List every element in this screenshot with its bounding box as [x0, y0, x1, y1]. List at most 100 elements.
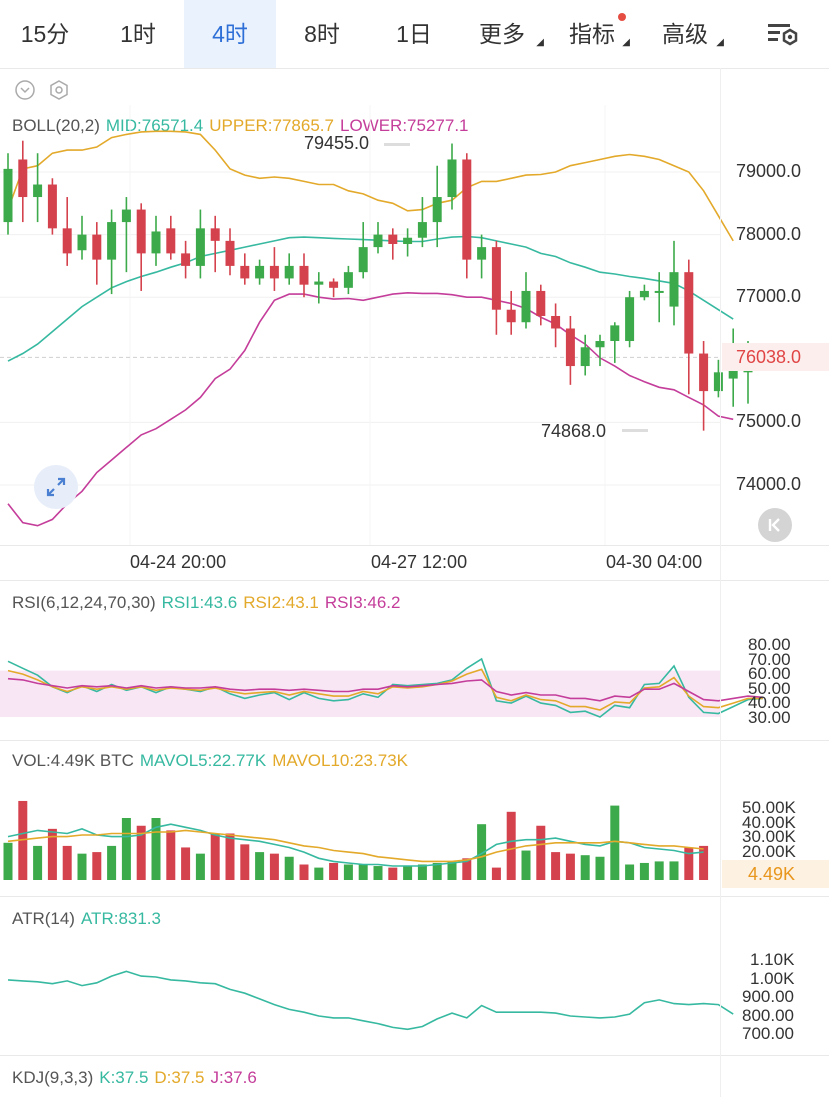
volume-bar: [684, 847, 694, 880]
divider: [0, 1055, 829, 1056]
volume-bar: [181, 847, 191, 880]
rsi-axis-label: 40.00: [748, 693, 791, 712]
rsi-axis-label: 50.00: [748, 679, 791, 698]
candle-body: [580, 347, 590, 367]
candle-body: [403, 237, 413, 244]
tab-more[interactable]: 更多 ◢: [462, 0, 544, 68]
dropdown-triangle-icon: ◢: [716, 37, 724, 48]
chart-settings-icon[interactable]: [764, 18, 800, 50]
vol-legend: VOL:4.49K BTC MAVOL5:22.77K MAVOL10:23.73K: [12, 751, 414, 771]
volume-bar: [62, 845, 72, 880]
collapse-icon[interactable]: [14, 79, 36, 101]
high-price-marker: [384, 143, 410, 146]
candle-body: [625, 297, 635, 342]
volume-bar: [284, 856, 294, 880]
vol-axis-label: 20.00K: [742, 842, 796, 861]
tab-8h[interactable]: 8时: [304, 21, 340, 47]
candle-body: [107, 222, 117, 260]
volume-bar: [269, 853, 279, 880]
candle-body: [462, 159, 472, 260]
candle-body: [639, 290, 649, 298]
rsi-legend: RSI(6,12,24,70,30) RSI1:43.6 RSI2:43.1 RSI3…: [12, 593, 406, 613]
volume-bar: [551, 852, 561, 880]
volume-bar: [195, 853, 205, 880]
tab-1h[interactable]: 1时: [120, 21, 156, 47]
candle-body: [181, 253, 191, 266]
candle-body: [47, 184, 57, 229]
rsi2-line: [7, 668, 763, 711]
volume-bar: [403, 866, 413, 880]
volume-bar: [358, 864, 368, 880]
candle-body: [3, 168, 13, 223]
time-axis-label: 04-27 12:00: [371, 552, 468, 572]
atr-value: ATR:831.3: [80, 909, 161, 928]
volume-bar: [240, 844, 250, 880]
mavol10-value: MAVOL10:23.73K: [272, 751, 408, 770]
divider: [0, 580, 829, 581]
candlestick-chart[interactable]: [0, 105, 829, 545]
candle-body: [136, 209, 146, 254]
candle-body: [255, 265, 265, 279]
candle-body: [565, 328, 575, 367]
rsi-axis-label: 80.00: [748, 635, 791, 654]
mavol5-line: [7, 823, 704, 867]
jump-to-latest-icon[interactable]: [758, 508, 792, 542]
candle-body: [684, 272, 694, 354]
candle-body: [491, 247, 501, 310]
low-price-marker: [622, 429, 648, 432]
candle-body: [432, 197, 442, 223]
notification-dot: [618, 13, 626, 21]
tab-15m[interactable]: 15分: [20, 21, 70, 47]
volume-bar: [77, 853, 87, 880]
dropdown-triangle-icon: ◢: [536, 37, 544, 48]
rsi-label: RSI(6,12,24,70,30): [12, 593, 156, 612]
volume-bar: [373, 866, 383, 880]
candle-body: [506, 309, 516, 323]
volume-bar: [699, 845, 709, 880]
volume-bar: [166, 830, 176, 880]
rsi1-value: RSI1:43.6: [161, 593, 238, 612]
volume-bar: [565, 853, 575, 880]
volume-bar: [477, 824, 487, 880]
candle-body: [654, 290, 664, 293]
tab-1d[interactable]: 1日: [396, 21, 432, 47]
volume-bar: [151, 818, 161, 880]
expand-icon[interactable]: [34, 465, 78, 509]
rsi3-line: [7, 677, 763, 702]
volume-bar: [639, 862, 649, 880]
kdj-label: KDJ(9,3,3): [12, 1068, 94, 1087]
volume-bar: [521, 850, 531, 880]
tab-advanced[interactable]: 高级 ◢: [648, 0, 724, 68]
candle-body: [343, 272, 353, 288]
candle-body: [240, 265, 250, 279]
volume-bar: [3, 842, 13, 880]
candle-body: [699, 353, 709, 392]
low-price-label: 74868.0: [541, 421, 607, 441]
atr-axis-label: 1.00K: [750, 969, 795, 988]
candle-body: [595, 341, 605, 348]
candle-body: [121, 209, 131, 223]
rsi3-value: RSI3:46.2: [324, 593, 401, 612]
tab-indicators[interactable]: 指标 ◢: [556, 0, 630, 68]
time-axis-label: 04-24 20:00: [130, 552, 227, 572]
boll-lower: LOWER:75277.1: [339, 116, 469, 135]
candle-body: [299, 265, 309, 285]
settings-hex-icon[interactable]: [48, 79, 70, 101]
candle-body: [669, 272, 679, 307]
atr-axis-label: 800.00: [742, 1006, 794, 1025]
volume-bar: [491, 867, 501, 880]
tab-4h[interactable]: 4时: [184, 0, 276, 68]
rsi-axis-label: 70.00: [748, 650, 791, 669]
kdj-d-value: D:37.5: [154, 1068, 205, 1087]
mavol5-value: MAVOL5:22.77K: [139, 751, 267, 770]
volume-bar: [299, 864, 309, 880]
candle-body: [151, 231, 161, 254]
price-axis-label: 74000.0: [736, 474, 802, 494]
kdj-k-value: K:37.5: [99, 1068, 149, 1087]
candle-body: [284, 265, 294, 279]
kdj-j-value: J:37.6: [210, 1068, 257, 1087]
candle-body: [314, 281, 324, 285]
candle-body: [33, 184, 43, 198]
divider: [0, 896, 829, 897]
tab-advanced-label: 高级: [662, 21, 708, 47]
